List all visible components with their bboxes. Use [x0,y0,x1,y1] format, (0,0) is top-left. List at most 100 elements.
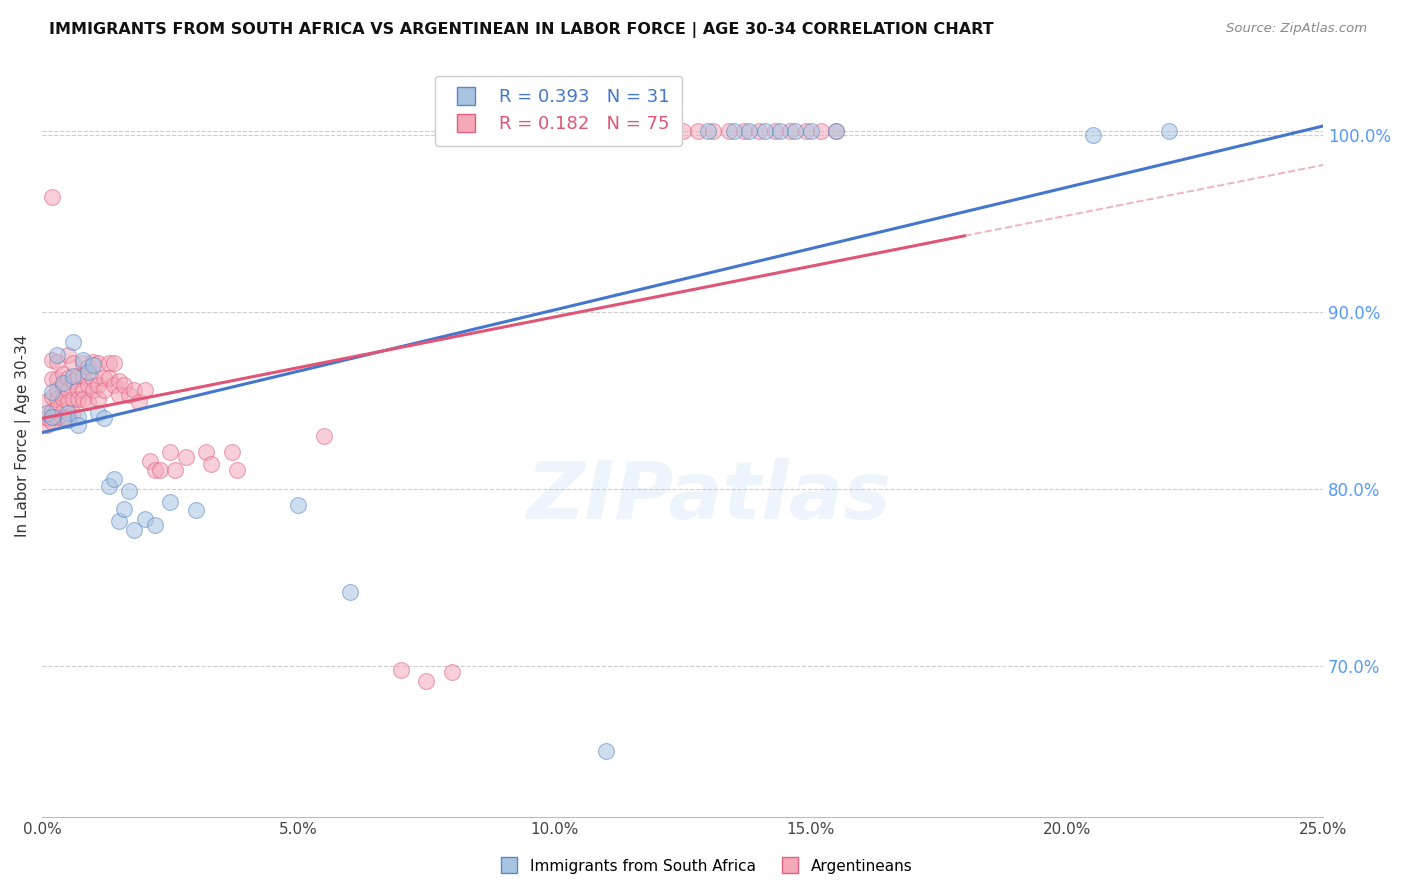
Point [52,411,75,425]
Point [77,395,100,409]
Point [46,372,69,386]
Point [138,454,160,468]
Point [312,429,335,443]
Point [1159,124,1181,138]
Point [389,663,412,677]
Point [52,404,75,418]
Point [645,124,668,138]
Point [72,392,94,406]
Point [41,384,63,399]
Point [657,124,679,138]
Point [77,359,100,374]
Point [605,124,627,138]
Point [52,367,75,381]
Point [103,377,125,392]
Point [800,124,823,138]
Point [754,124,776,138]
Point [221,445,243,459]
Point [46,392,69,406]
Legend: Immigrants from South Africa, Argentineans: Immigrants from South Africa, Argentinea… [488,853,918,880]
Point [46,347,69,361]
Point [118,483,141,498]
Point [87,406,110,420]
Point [697,124,720,138]
Point [738,124,761,138]
Point [103,356,125,370]
Point [72,368,94,383]
Point [763,124,786,138]
Point [52,379,75,393]
Point [41,352,63,367]
Point [52,392,75,406]
Point [62,374,84,388]
Point [97,370,120,384]
Point [62,392,84,406]
Point [62,356,84,370]
Point [165,463,187,477]
Point [159,445,181,459]
Point [595,744,617,758]
Point [785,124,807,138]
Point [87,377,110,392]
Point [66,368,89,383]
Point [41,409,63,424]
Text: Source: ZipAtlas.com: Source: ZipAtlas.com [1226,22,1367,36]
Point [41,415,63,429]
Point [97,356,120,370]
Point [794,124,817,138]
Point [52,376,75,390]
Point [112,377,135,392]
Point [87,356,110,370]
Y-axis label: In Labor Force | Age 30-34: In Labor Force | Age 30-34 [15,334,31,537]
Point [56,413,79,427]
Point [143,517,166,532]
Point [82,372,104,386]
Point [56,347,79,361]
Point [82,354,104,368]
Point [287,498,309,512]
Point [56,370,79,384]
Point [810,124,832,138]
Point [149,463,172,477]
Point [82,358,104,372]
Point [225,463,247,477]
Point [441,665,464,679]
Point [779,124,801,138]
Point [82,383,104,397]
Point [825,124,848,138]
Text: ZIPatlas: ZIPatlas [526,458,891,536]
Point [124,383,146,397]
Point [195,445,218,459]
Point [41,372,63,386]
Point [748,124,770,138]
Point [686,124,709,138]
Point [56,395,79,409]
Point [108,388,131,402]
Point [93,370,115,384]
Point [112,501,135,516]
Point [415,673,437,688]
Point [62,335,84,350]
Point [143,463,166,477]
Point [93,383,115,397]
Point [66,409,89,424]
Point [37,411,59,425]
Point [825,124,848,138]
Point [103,472,125,486]
Point [87,392,110,406]
Point [733,124,755,138]
Point [72,352,94,367]
Point [174,450,197,465]
Text: IMMIGRANTS FROM SOUTH AFRICA VS ARGENTINEAN IN LABOR FORCE | AGE 30-34 CORRELATI: IMMIGRANTS FROM SOUTH AFRICA VS ARGENTIN… [49,22,994,38]
Point [77,365,100,379]
Point [56,406,79,420]
Point [159,494,181,508]
Point [62,406,84,420]
Point [118,388,141,402]
Point [702,124,724,138]
Point [93,411,115,425]
Point [37,406,59,420]
Point [37,409,59,424]
Point [41,190,63,204]
Point [672,124,695,138]
